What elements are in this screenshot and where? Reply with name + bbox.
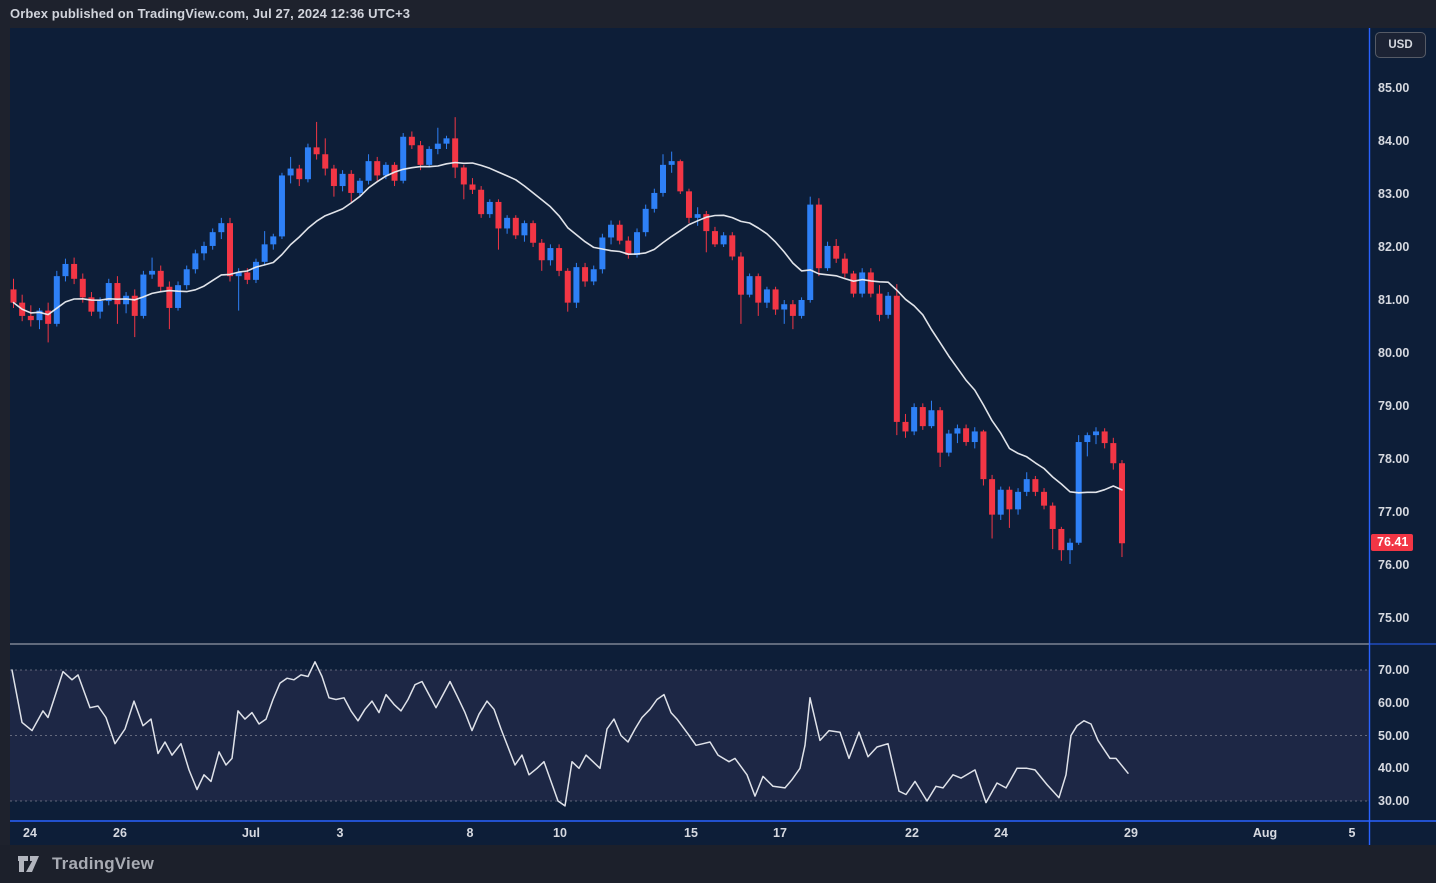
indicator-axis-label: 50.00: [1378, 728, 1410, 743]
price-axis-label: 82.00: [1378, 240, 1410, 254]
price-axis-label: 75.00: [1378, 611, 1410, 625]
price-axis-label: 85.00: [1378, 81, 1410, 95]
time-axis-label: 29: [1124, 826, 1138, 840]
currency-button[interactable]: USD: [1375, 32, 1426, 58]
price-axis-label: 78.00: [1378, 452, 1410, 466]
footer-bar: TradingView: [0, 845, 1436, 883]
price-axis-label: 77.00: [1378, 505, 1410, 519]
indicator-axis-label: 40.00: [1378, 761, 1410, 776]
tradingview-logo-icon[interactable]: [18, 854, 44, 874]
time-axis-label: 10: [553, 826, 567, 840]
indicator-axis-label: 30.00: [1378, 794, 1410, 808]
price-axis-label: 81.00: [1378, 293, 1410, 307]
tradingview-brand[interactable]: TradingView: [52, 854, 155, 873]
price-axis-label: 83.00: [1378, 187, 1410, 201]
time-axis-label: 17: [773, 826, 787, 840]
indicator-axis-label: 60.00: [1378, 695, 1410, 710]
price-axis-label: 80.00: [1378, 346, 1410, 360]
price-axis-label: 76.00: [1378, 558, 1410, 572]
time-axis-label: 3: [336, 826, 344, 840]
price-axis-label: 79.00: [1378, 399, 1410, 413]
header-title: Orbex published on TradingView.com, Jul …: [10, 6, 411, 21]
time-axis-label: 15: [684, 826, 698, 840]
time-axis-label: 22: [905, 826, 919, 840]
price-axis-label: 84.00: [1378, 134, 1410, 148]
header-bar: Orbex published on TradingView.com, Jul …: [0, 0, 1436, 27]
time-axis-label: Jul: [241, 826, 261, 840]
time-axis-label: 24: [23, 826, 37, 840]
indicator-axis-label: 70.00: [1378, 663, 1410, 677]
chart-area[interactable]: [10, 28, 1436, 845]
time-axis-label: 26: [113, 826, 127, 840]
time-axis-label: 5: [1348, 826, 1356, 840]
time-axis-label: 8: [466, 826, 474, 840]
time-axis-label: Aug: [1252, 826, 1278, 840]
last-price-badge: 76.41: [1371, 534, 1414, 552]
time-axis-label: 24: [994, 826, 1008, 840]
